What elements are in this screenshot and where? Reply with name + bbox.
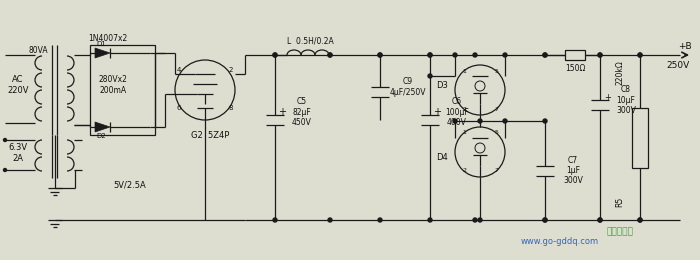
Circle shape xyxy=(378,218,382,222)
Polygon shape xyxy=(95,48,110,58)
Text: 1: 1 xyxy=(462,68,466,74)
Text: 80VA: 80VA xyxy=(28,46,48,55)
Polygon shape xyxy=(95,122,110,132)
Text: www.go-gddq.com: www.go-gddq.com xyxy=(521,237,599,246)
Circle shape xyxy=(328,53,332,57)
Text: 4: 4 xyxy=(177,67,181,73)
Circle shape xyxy=(598,53,602,57)
Text: 5: 5 xyxy=(494,131,498,135)
Circle shape xyxy=(543,218,547,222)
Circle shape xyxy=(428,74,432,78)
Text: 250V: 250V xyxy=(666,61,690,69)
Text: +: + xyxy=(604,93,611,101)
Text: C9
4μF/250V: C9 4μF/250V xyxy=(390,77,426,97)
Circle shape xyxy=(638,53,642,57)
Circle shape xyxy=(4,139,6,141)
Circle shape xyxy=(328,53,332,57)
Text: 150Ω: 150Ω xyxy=(565,63,585,73)
Text: C6
100μF
400V: C6 100μF 400V xyxy=(445,97,469,127)
Circle shape xyxy=(503,53,507,57)
Circle shape xyxy=(4,168,6,172)
Text: 280Vx2
200mA: 280Vx2 200mA xyxy=(99,75,127,95)
Circle shape xyxy=(478,119,482,123)
Text: 2: 2 xyxy=(229,67,233,73)
Circle shape xyxy=(453,53,457,57)
Circle shape xyxy=(378,53,382,57)
Text: 1N4007x2: 1N4007x2 xyxy=(88,34,127,42)
Text: +B: +B xyxy=(678,42,692,50)
Text: 5: 5 xyxy=(494,68,498,74)
Text: 6: 6 xyxy=(177,105,181,111)
Text: C7
1μF
300V: C7 1μF 300V xyxy=(563,155,583,185)
Circle shape xyxy=(638,218,642,222)
Circle shape xyxy=(273,53,277,57)
Text: D1: D1 xyxy=(96,41,106,47)
Text: D3: D3 xyxy=(436,81,448,89)
Text: L  0.5H/0.2A: L 0.5H/0.2A xyxy=(286,36,333,46)
Text: 6.3V
2A: 6.3V 2A xyxy=(8,143,27,163)
Circle shape xyxy=(638,218,642,222)
Circle shape xyxy=(598,218,602,222)
Bar xyxy=(565,50,585,60)
Circle shape xyxy=(543,53,547,57)
Circle shape xyxy=(428,218,432,222)
Circle shape xyxy=(543,119,547,123)
Text: 广电电器网: 广电电器网 xyxy=(607,228,634,237)
Circle shape xyxy=(273,218,277,222)
Text: C8
10μF
300V: C8 10μF 300V xyxy=(616,85,636,115)
Text: 220kΩ: 220kΩ xyxy=(615,61,624,85)
Circle shape xyxy=(428,53,432,57)
Circle shape xyxy=(598,53,602,57)
Circle shape xyxy=(378,53,382,57)
Text: 8: 8 xyxy=(229,105,233,111)
Circle shape xyxy=(453,119,457,123)
Text: R5: R5 xyxy=(615,197,624,207)
Text: 7: 7 xyxy=(494,168,498,173)
Circle shape xyxy=(503,119,507,123)
Circle shape xyxy=(478,218,482,222)
Text: 1: 1 xyxy=(462,131,466,135)
Text: C5
82μF
450V: C5 82μF 450V xyxy=(292,97,312,127)
Text: +: + xyxy=(278,107,286,117)
Bar xyxy=(632,107,648,167)
Text: 2: 2 xyxy=(462,168,466,173)
Text: 7: 7 xyxy=(494,107,498,112)
Bar xyxy=(90,45,155,135)
Text: 5V/2.5A: 5V/2.5A xyxy=(113,180,146,190)
Circle shape xyxy=(273,53,277,57)
Circle shape xyxy=(598,218,602,222)
Text: AC
220V: AC 220V xyxy=(7,75,29,95)
Circle shape xyxy=(543,218,547,222)
Text: 2: 2 xyxy=(462,107,466,112)
Circle shape xyxy=(428,53,432,57)
Text: G2  5Z4P: G2 5Z4P xyxy=(191,132,229,140)
Text: D4: D4 xyxy=(436,153,448,161)
Circle shape xyxy=(328,218,332,222)
Circle shape xyxy=(473,218,477,222)
Circle shape xyxy=(638,53,642,57)
Circle shape xyxy=(543,53,547,57)
Text: D2: D2 xyxy=(96,133,106,139)
Text: +: + xyxy=(433,107,441,117)
Circle shape xyxy=(473,53,477,57)
